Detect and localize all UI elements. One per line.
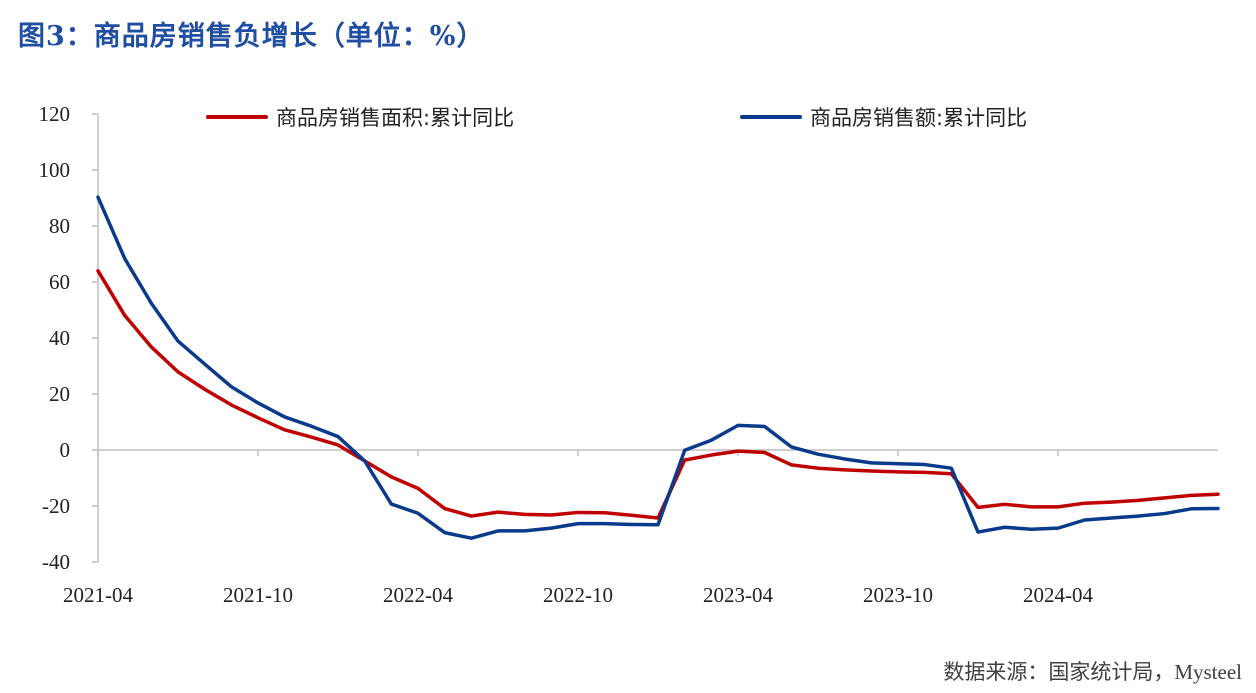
sales-area-yoy-line — [96, 269, 1220, 520]
chart-legend: 商品房销售面积:累计同比 商品房销售额:累计同比 — [206, 106, 1027, 130]
y-tick-label: 100 — [39, 158, 71, 182]
legend-label-area: 商品房销售面积:累计同比 — [276, 106, 514, 130]
sales-amount-yoy-line — [96, 195, 1220, 540]
series-lines — [96, 195, 1220, 540]
y-tick-label: 120 — [39, 102, 71, 126]
x-tick-label: 2023-04 — [703, 583, 773, 607]
data-source-note: 数据来源：国家统计局，Mysteel — [943, 660, 1242, 684]
y-tick-label: 0 — [60, 438, 71, 462]
x-tick-label: 2023-10 — [863, 583, 933, 607]
x-tick-label: 2022-10 — [543, 583, 613, 607]
y-tick-label: 40 — [49, 326, 70, 350]
x-tick-label: 2024-04 — [1023, 583, 1093, 607]
x-tick-label: 2022-04 — [383, 583, 453, 607]
y-tick-label: 60 — [49, 270, 70, 294]
y-tick-label: -20 — [42, 494, 70, 518]
x-tick-label: 2021-04 — [63, 583, 133, 607]
y-tick-label: 20 — [49, 382, 70, 406]
axis-ticks: 120 100 80 60 40 20 0 -20 -40 2021-04 2021-10 2022-… — [39, 102, 1094, 607]
y-tick-label: 80 — [49, 214, 70, 238]
figure-title: 图3：商品房销售负增长（单位：%） — [18, 21, 485, 52]
chart-axes — [97, 114, 1218, 562]
x-tick-label: 2021-10 — [223, 583, 293, 607]
legend-label-amount: 商品房销售额:累计同比 — [810, 106, 1027, 130]
y-tick-label: -40 — [42, 550, 70, 574]
